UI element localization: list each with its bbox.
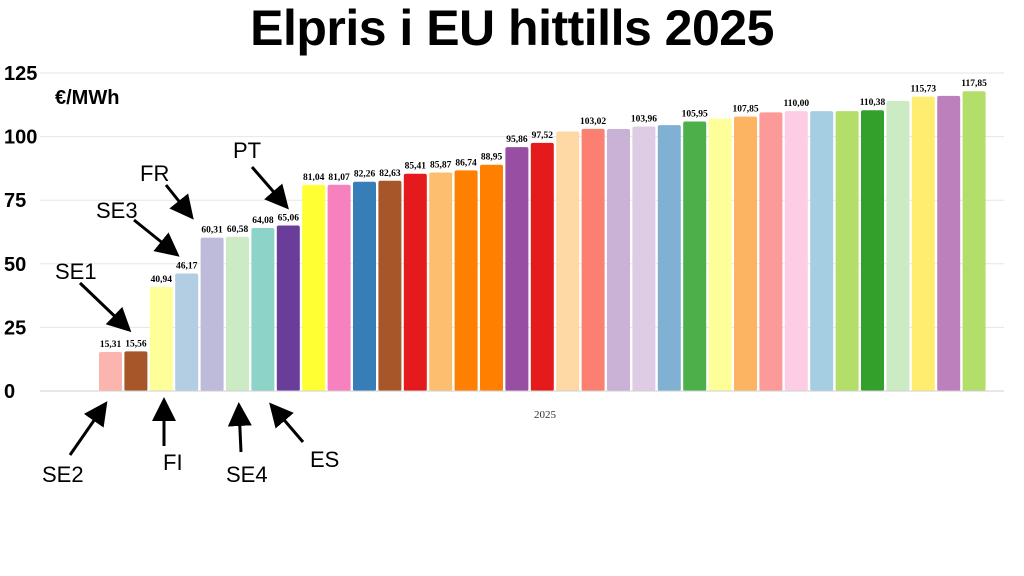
bar (962, 91, 986, 391)
bar-data-label: 110,00 (783, 99, 809, 109)
bar-data-label: 40,94 (151, 275, 173, 285)
bar (353, 181, 376, 391)
annotation-pt: PT (233, 138, 261, 163)
y-tick-label: 100 (4, 127, 37, 149)
bar (835, 111, 859, 391)
bar (530, 142, 554, 391)
y-tick-label: 75 (4, 190, 26, 212)
bar-data-label: 81,04 (303, 173, 325, 183)
arrow-es (269, 402, 305, 443)
bar-data-label: 85,41 (405, 162, 427, 172)
bar (226, 236, 249, 391)
arrow-se1 (78, 281, 132, 333)
bar-data-label: 110,38 (860, 98, 886, 108)
bar-data-label: 15,56 (125, 339, 147, 349)
bar (759, 112, 783, 391)
bar-data-label: 64,08 (252, 216, 274, 226)
bar (124, 351, 148, 391)
bar (784, 111, 808, 391)
bar (200, 237, 224, 391)
bars (99, 91, 986, 392)
bar (632, 126, 656, 391)
bar-data-label: 103,02 (580, 117, 606, 127)
bar (276, 225, 300, 391)
annotation-labels: SE1 SE2 SE3 FI FR SE4 ES PT (42, 138, 339, 487)
bar-data-label: 15,31 (100, 340, 122, 350)
bar-data-label: 97,52 (532, 131, 554, 141)
bar (581, 128, 605, 391)
bar-data-label: 95,86 (506, 135, 528, 145)
bar (149, 286, 173, 391)
bar (99, 352, 122, 391)
bar (480, 164, 503, 391)
y-tick-label: 125 (4, 63, 37, 85)
bar-data-label: 60,58 (227, 225, 249, 235)
bar-data-label: 115,73 (910, 85, 936, 95)
bar (251, 227, 275, 391)
arrow-fr (164, 184, 194, 220)
bar (505, 147, 529, 391)
y-axis-unit-label: €/MWh (55, 87, 119, 109)
bar (556, 131, 580, 391)
bar (302, 184, 326, 391)
bar (657, 125, 681, 391)
arrow-pt (250, 166, 289, 210)
bar (886, 100, 910, 391)
bar (403, 173, 427, 391)
annotation-se3: SE3 (96, 198, 138, 223)
annotation-se2: SE2 (42, 462, 84, 487)
annotation-se1: SE1 (55, 259, 97, 284)
bar-data-label: 60,31 (201, 226, 223, 236)
bar (327, 184, 351, 391)
bar (911, 96, 935, 391)
arrow-se4 (227, 402, 252, 453)
annotation-fr: FR (140, 161, 169, 186)
arrow-se2 (68, 401, 108, 456)
bar (378, 180, 402, 391)
bar-data-label: 117,85 (961, 79, 987, 89)
bar-data-label: 65,06 (278, 213, 300, 223)
y-tick-label: 50 (4, 254, 26, 276)
y-axis-ticks: 0 25 50 75 100 125 (4, 63, 37, 403)
y-tick-label: 0 (4, 381, 15, 403)
chart-title: Elpris i EU hittills 2025 (250, 0, 774, 56)
x-axis-category-label: 2025 (534, 409, 557, 421)
annotation-arrows (68, 166, 305, 456)
bar (708, 118, 732, 392)
bar (429, 172, 453, 391)
bar (175, 273, 199, 391)
annotation-fi: FI (163, 450, 183, 475)
bar (683, 121, 707, 392)
bar-data-label: 82,63 (379, 169, 401, 179)
bar (734, 116, 757, 391)
bar (454, 170, 478, 391)
annotation-es: ES (310, 447, 339, 472)
annotation-se4: SE4 (226, 462, 268, 487)
bar-data-label: 82,26 (354, 170, 376, 180)
bar-data-label: 88,95 (481, 153, 503, 163)
bar (810, 111, 834, 391)
bar-data-label: 107,85 (732, 105, 758, 115)
bar-data-label: 46,17 (176, 262, 198, 272)
bar-data-label: 86,74 (455, 158, 477, 168)
arrow-se3 (133, 218, 180, 257)
bar-data-label: 103,96 (631, 115, 657, 125)
bar-data-label: 81,07 (328, 173, 350, 183)
bar-data-label: 105,95 (682, 109, 708, 119)
bar (861, 110, 884, 391)
bar-data-label: 85,87 (430, 161, 452, 171)
bar (937, 95, 961, 391)
bar (607, 128, 630, 391)
y-tick-label: 25 (4, 317, 26, 339)
